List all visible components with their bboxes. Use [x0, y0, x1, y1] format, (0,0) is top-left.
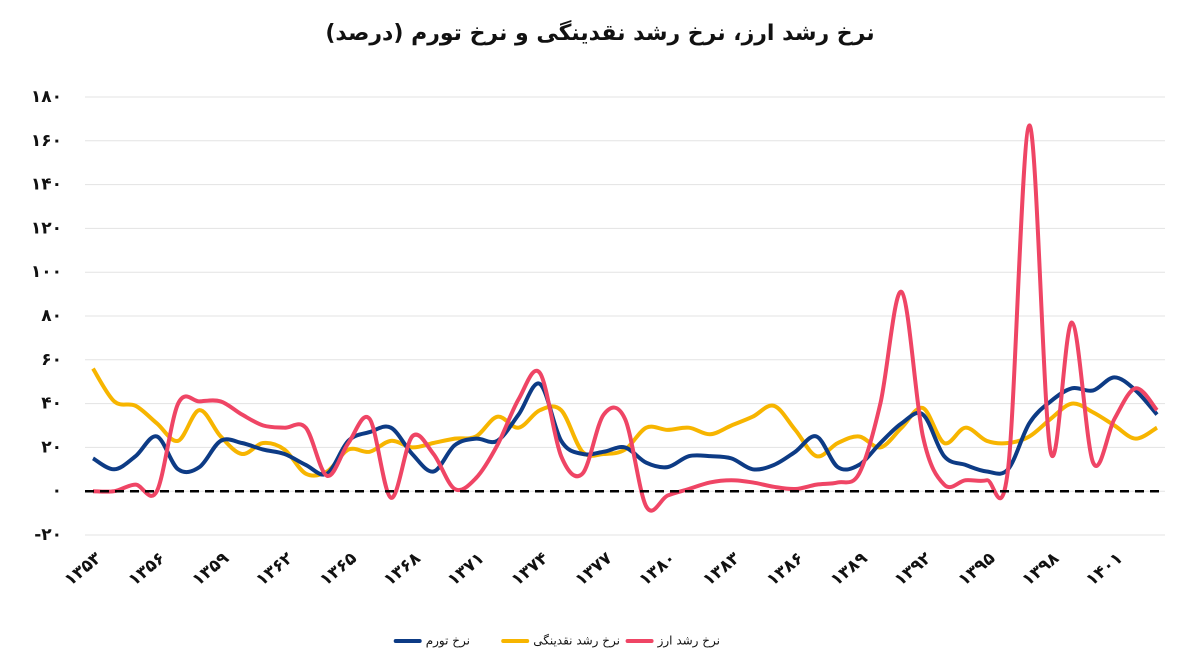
x-tick-label: ۱۳۷۱: [444, 548, 489, 590]
x-tick-label: ۱۳۸۶: [763, 548, 808, 590]
series-line: [91, 367, 1159, 478]
y-tick-label: ۱۸۰: [31, 87, 62, 107]
x-tick-label: ۱۳۷۴: [508, 548, 553, 590]
x-tick-label: ۱۳۸۳: [699, 548, 744, 590]
series-line: [92, 123, 1159, 513]
x-tick-label: ۱۳۵۶: [125, 548, 170, 590]
x-tick-label: ۱۳۵۳: [61, 548, 106, 590]
y-tick-label: ۸۰: [41, 306, 62, 326]
y-tick-label: ۲۰: [41, 437, 62, 457]
chart-title: نرخ رشد ارز، نرخ رشد نقدینگی و نرخ تورم …: [325, 19, 874, 46]
x-tick-label: ۱۳۹۵: [955, 548, 1000, 590]
legend-label: نرخ رشد نقدینگی: [533, 634, 620, 649]
y-tick-label: ۴۰: [41, 394, 62, 414]
x-tick-label: ۱۳۶۲: [252, 548, 297, 590]
y-tick-label: ۶۰: [41, 350, 62, 370]
x-tick-label: ۱۳۶۵: [316, 548, 361, 590]
series-line: [91, 375, 1159, 477]
x-tick-label: ۱۳۹۸: [1018, 548, 1063, 590]
y-tick-label: -۲۰: [34, 525, 62, 545]
x-tick-label: ۱۳۸۰: [635, 548, 680, 590]
y-tick-label: ۱۴۰: [31, 175, 62, 195]
x-tick-label: ۱۳۷۷: [571, 548, 616, 590]
x-tick-label: ۱۳۹۲: [891, 548, 936, 590]
legend-label: نرخ تورم: [426, 634, 470, 649]
y-tick-label: ۱۲۰: [31, 218, 62, 238]
x-tick-label: ۱۳۸۹: [827, 548, 872, 590]
legend-label: نرخ رشد ارز: [657, 634, 720, 649]
x-tick-label: ۱۴۰۱: [1082, 548, 1127, 590]
x-tick-label: ۱۳۶۸: [380, 548, 425, 590]
y-tick-label: ۰: [52, 481, 62, 501]
y-tick-label: ۱۰۰: [31, 262, 62, 282]
x-tick-label: ۱۳۵۹: [188, 548, 233, 590]
y-tick-label: ۱۶۰: [31, 131, 62, 151]
